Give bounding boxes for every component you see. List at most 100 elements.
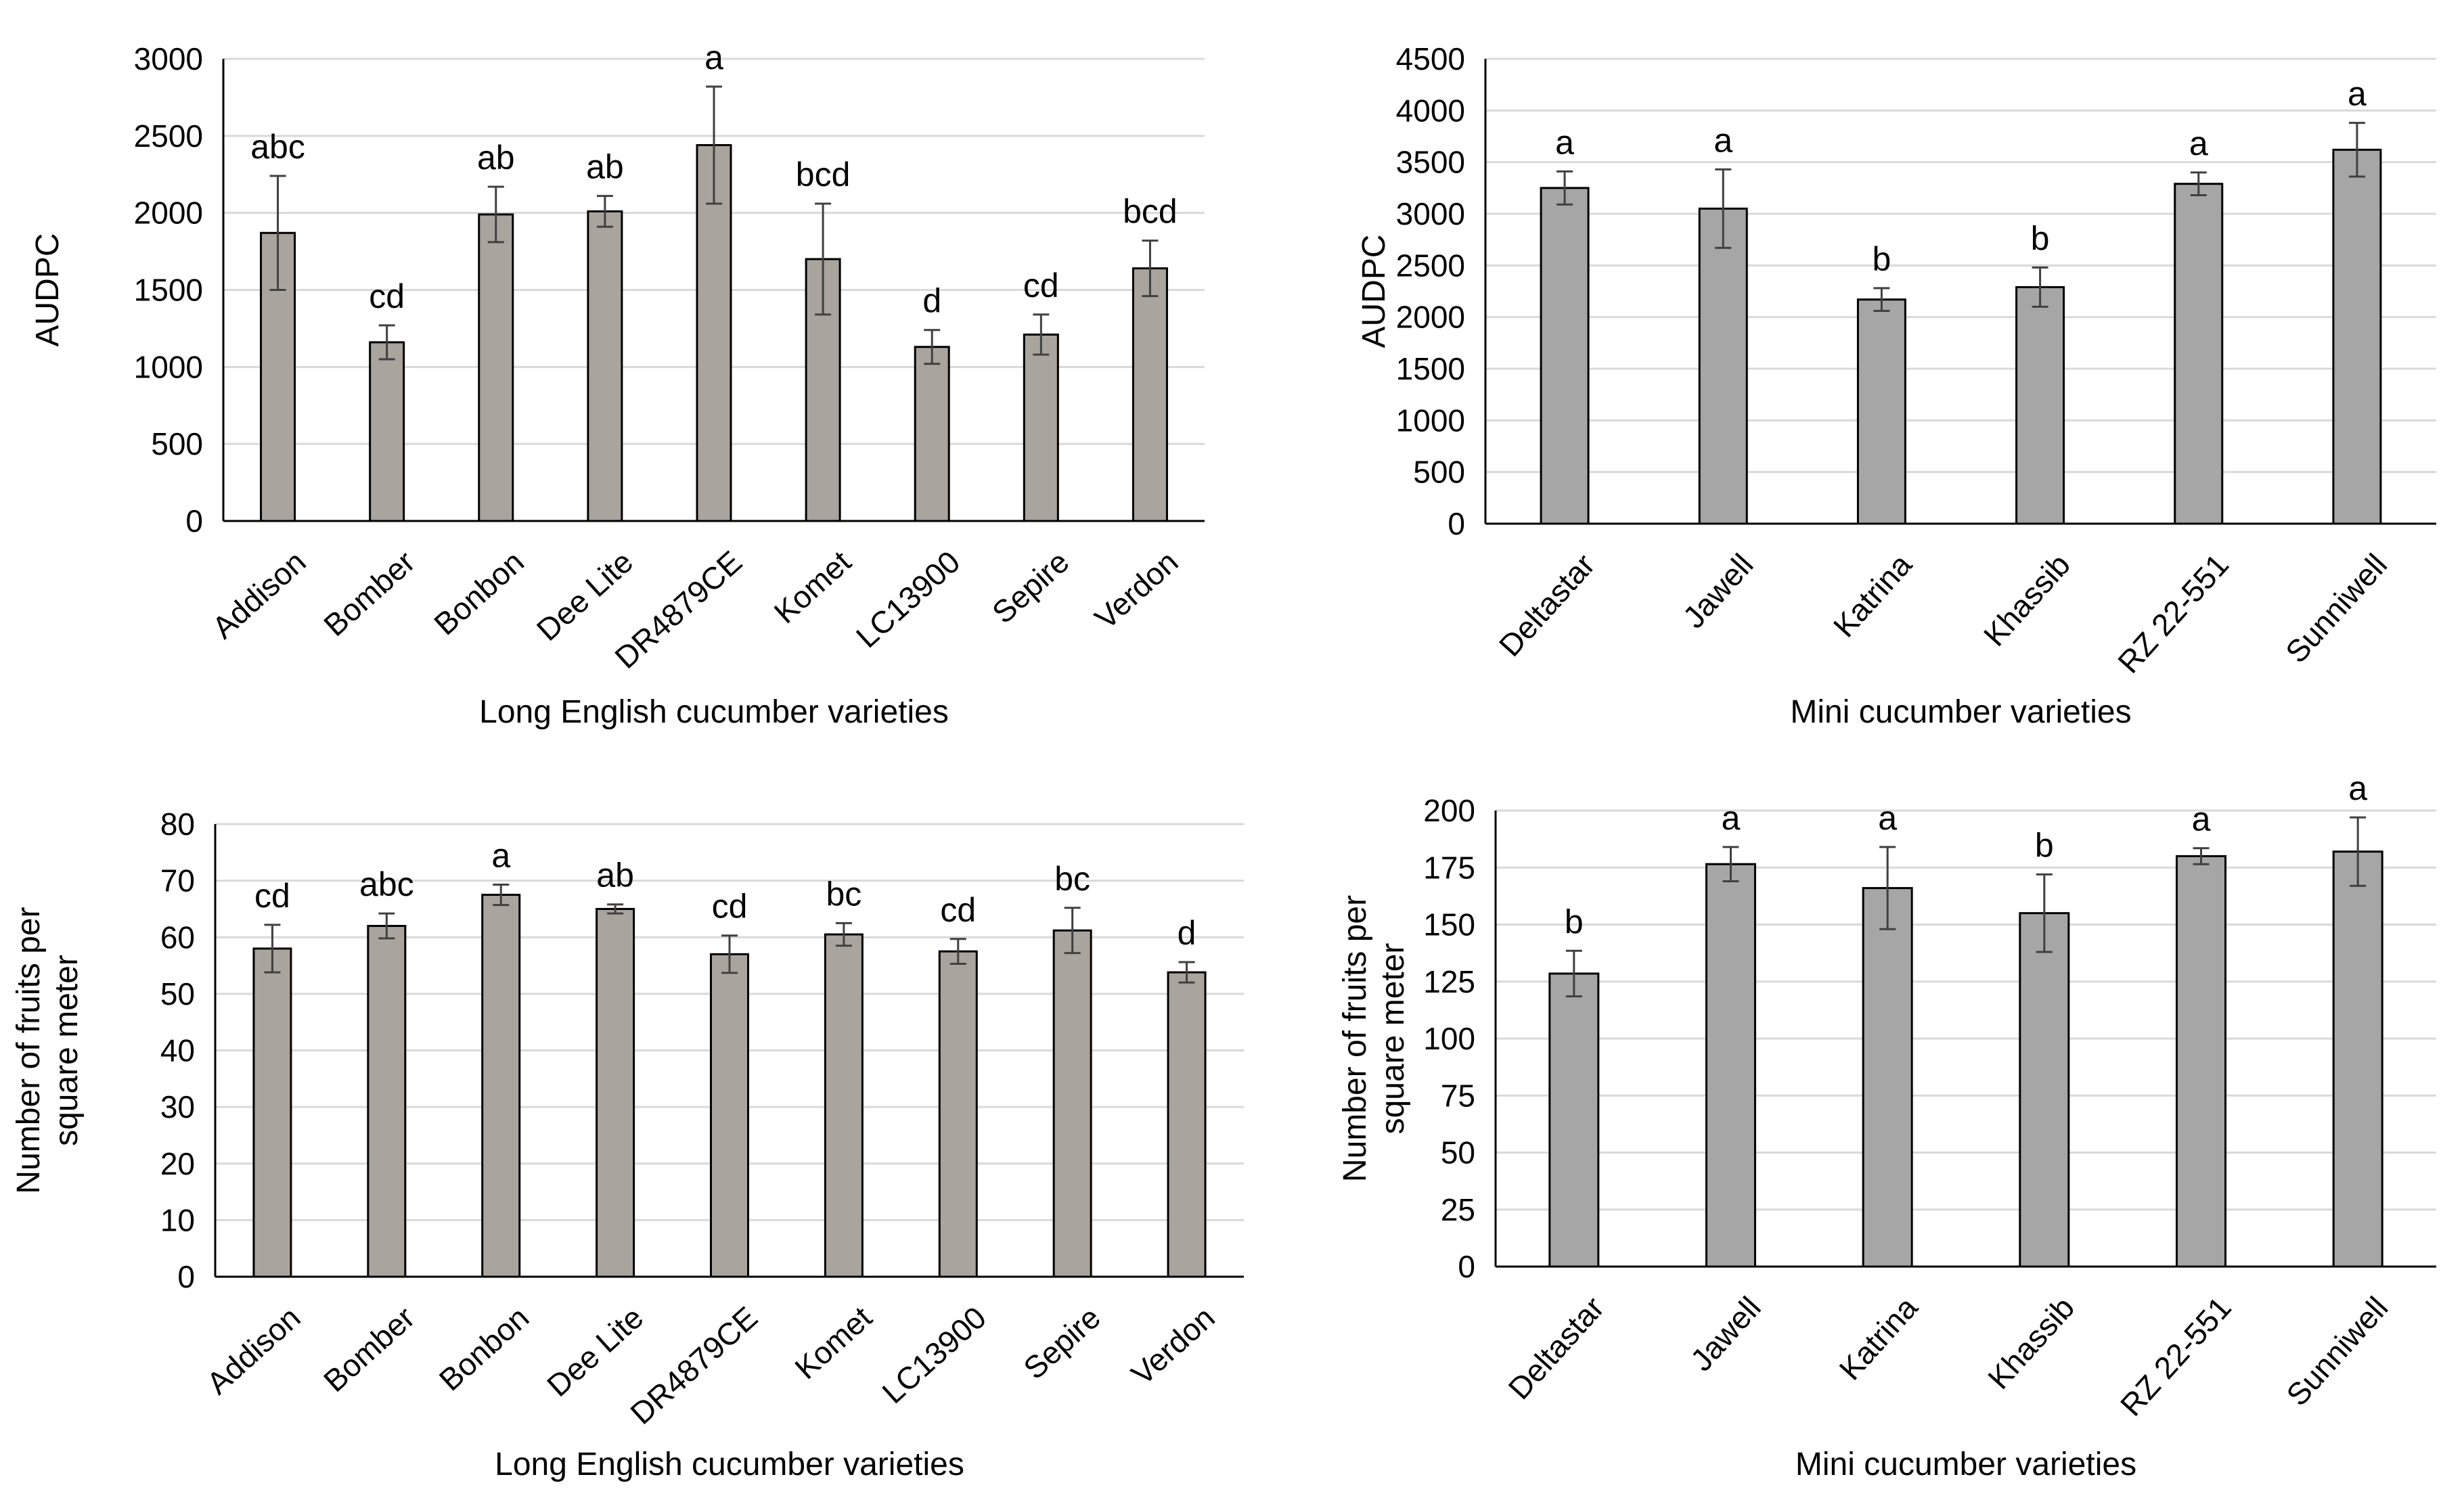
- bar: [2019, 912, 2070, 1268]
- panel-3-grid: [1496, 809, 2436, 1211]
- panel-3-axes: [1494, 811, 2436, 1268]
- y-axis-label: AUDPC: [30, 233, 66, 346]
- significance-letter: bcd: [796, 156, 851, 194]
- significance-letter: ab: [596, 857, 634, 894]
- bar: [1548, 972, 1600, 1268]
- y-axis-label-line: AUDPC: [30, 233, 66, 346]
- significance-letter: bc: [826, 875, 861, 913]
- panel-3-yticks: 0 25 50 75 100 125 150 175 200: [1423, 793, 1475, 1284]
- significance-letter: a: [2189, 124, 2208, 162]
- y-axis-label: Number of fruits persquare meter: [11, 907, 85, 1194]
- y-tick-label: 500: [151, 426, 203, 461]
- significance-letter: a: [1878, 799, 1897, 837]
- bar: [1023, 334, 1059, 522]
- y-tick-label: 500: [1413, 455, 1465, 490]
- bar: [1132, 267, 1168, 522]
- panel-0-yticks: 0 500 1000 1500 2000 2500 3000: [134, 41, 203, 539]
- y-tick-label: 2000: [1396, 300, 1465, 335]
- significance-letter: b: [2035, 826, 2054, 864]
- panel-2-bars: cd abc a ab cd bc cd bc d: [252, 836, 1207, 1278]
- y-axis-label-line: Number of fruits per: [1337, 895, 1373, 1182]
- significance-letter: b: [1565, 903, 1584, 940]
- y-tick-label: 1000: [134, 349, 203, 384]
- panel-1-grid: [1485, 58, 2436, 474]
- bar: [481, 894, 521, 1278]
- significance-letter: abc: [250, 128, 305, 166]
- bar: [824, 933, 864, 1278]
- significance-letter: a: [2348, 75, 2367, 113]
- y-tick-label: 30: [160, 1089, 195, 1124]
- bar: [1705, 863, 1756, 1268]
- y-axis-label-line: square meter: [1375, 943, 1411, 1135]
- y-tick-label: 20: [160, 1146, 195, 1181]
- significance-letter: cd: [254, 877, 290, 915]
- bar: [1052, 929, 1092, 1278]
- y-tick-label: 3000: [1396, 196, 1465, 231]
- y-axis-label: AUDPC: [1356, 234, 1392, 348]
- panel-2-axes: [214, 824, 1244, 1278]
- panel-1-bars: a a b b a a: [1540, 75, 2382, 525]
- bar: [2176, 855, 2226, 1268]
- y-tick-label: 100: [1423, 1021, 1475, 1056]
- y-tick-label: 2500: [134, 118, 203, 154]
- bar: [367, 925, 407, 1278]
- bar: [1167, 971, 1207, 1278]
- bar: [2332, 850, 2383, 1268]
- y-tick-label: 3000: [134, 41, 203, 76]
- y-tick-label: 75: [1441, 1078, 1475, 1113]
- significance-letter: bc: [1054, 860, 1090, 898]
- y-tick-label: 40: [160, 1033, 195, 1068]
- x-axis-label: Mini cucumber varieties: [1790, 694, 2131, 730]
- y-axis-label-line: Number of fruits per: [11, 907, 47, 1194]
- y-tick-label: 3500: [1396, 145, 1465, 180]
- significance-letter: cd: [369, 277, 405, 315]
- y-tick-label: 60: [160, 919, 195, 955]
- significance-letter: ab: [586, 148, 624, 186]
- panel-0-axes: [222, 59, 1205, 522]
- bar: [710, 953, 749, 1278]
- panel-0-bars: abc cd ab ab a bcd d cd bcd: [250, 39, 1178, 522]
- bar: [369, 341, 405, 522]
- y-tick-label: 50: [1441, 1135, 1475, 1171]
- y-tick-label: 25: [1441, 1192, 1475, 1227]
- y-tick-label: 0: [185, 503, 203, 539]
- significance-letter: a: [1555, 123, 1574, 161]
- significance-letter: b: [1873, 240, 1891, 278]
- significance-letter: a: [1713, 121, 1732, 159]
- y-tick-label: 0: [177, 1259, 195, 1294]
- significance-letter: d: [1178, 914, 1196, 952]
- y-tick-label: 0: [1458, 1249, 1475, 1284]
- bar: [2174, 183, 2224, 525]
- y-tick-label: 80: [160, 806, 195, 842]
- significance-letter: a: [2192, 800, 2211, 838]
- y-tick-label: 50: [160, 976, 195, 1012]
- bar: [914, 346, 950, 522]
- significance-letter: d: [922, 282, 941, 320]
- bar: [596, 907, 635, 1278]
- bar: [587, 210, 623, 522]
- y-axis-label-line: square meter: [49, 955, 85, 1146]
- significance-letter: bcd: [1123, 193, 1178, 231]
- significance-letter: a: [491, 836, 510, 874]
- significance-letter: a: [1722, 799, 1741, 837]
- panel-1-yticks: 0 500 1000 1500 2000 2500 3000 3500 4000 4500: [1396, 41, 1465, 541]
- y-tick-label: 4000: [1396, 93, 1465, 128]
- significance-letter: a: [704, 39, 723, 76]
- significance-letter: b: [2031, 219, 2050, 257]
- panel-1-axes: [1484, 59, 2436, 525]
- significance-letter: abc: [359, 865, 414, 903]
- bar: [1856, 298, 1906, 525]
- bar: [1862, 887, 1913, 1268]
- y-axis-label: Number of fruits persquare meter: [1337, 895, 1411, 1182]
- bar: [252, 947, 292, 1278]
- y-tick-label: 1500: [1396, 351, 1465, 386]
- bar: [478, 213, 514, 522]
- y-tick-label: 125: [1423, 964, 1475, 999]
- bar: [696, 143, 732, 522]
- y-tick-label: 200: [1423, 793, 1475, 828]
- y-tick-label: 0: [1448, 506, 1465, 541]
- significance-letter: a: [2348, 769, 2367, 807]
- significance-letter: cd: [940, 891, 976, 929]
- y-tick-label: 175: [1423, 850, 1475, 885]
